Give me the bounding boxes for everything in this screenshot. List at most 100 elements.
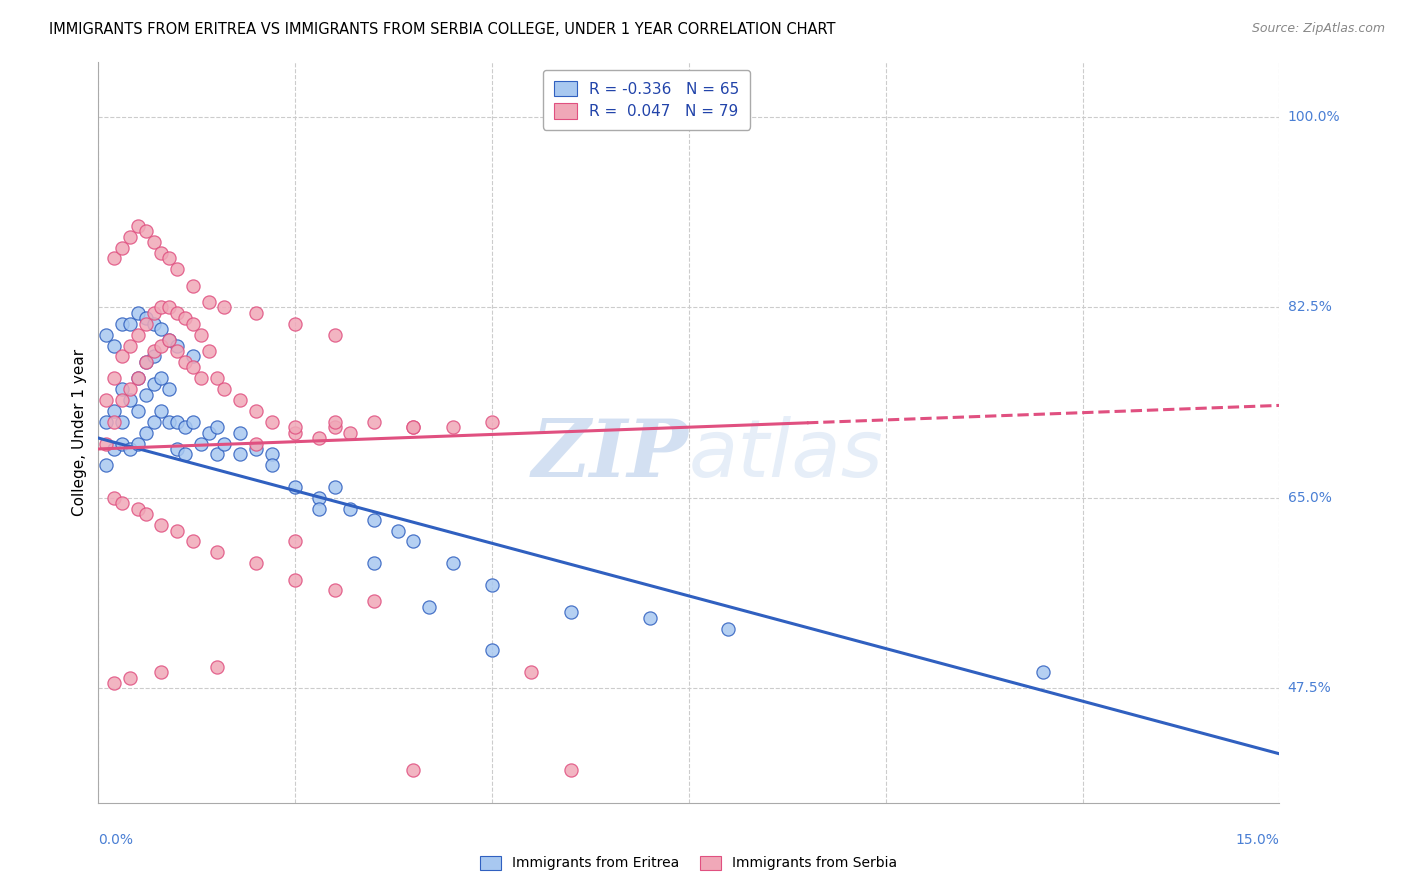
- Point: [111, 317, 134, 331]
- Point: [190, 371, 212, 385]
- Point: [197, 343, 219, 358]
- Point: [260, 415, 283, 429]
- Point: [142, 350, 165, 364]
- Point: [197, 295, 219, 310]
- Point: [157, 333, 180, 347]
- Point: [174, 447, 197, 461]
- Point: [308, 431, 330, 445]
- Point: [150, 665, 173, 680]
- Text: ZIP: ZIP: [531, 416, 689, 493]
- Point: [96, 415, 118, 429]
- Point: [229, 447, 252, 461]
- Y-axis label: College, Under 1 year: College, Under 1 year: [72, 349, 87, 516]
- Point: [245, 404, 267, 418]
- Point: [103, 442, 125, 456]
- Text: 82.5%: 82.5%: [1288, 301, 1331, 314]
- Point: [284, 420, 307, 434]
- Point: [142, 343, 165, 358]
- Point: [111, 350, 134, 364]
- Point: [229, 425, 252, 440]
- Point: [111, 436, 134, 450]
- Point: [135, 508, 157, 522]
- Point: [157, 333, 180, 347]
- Point: [387, 524, 409, 538]
- Text: 47.5%: 47.5%: [1288, 681, 1331, 696]
- Point: [214, 436, 236, 450]
- Text: 15.0%: 15.0%: [1236, 833, 1279, 847]
- Point: [363, 556, 385, 570]
- Point: [142, 317, 165, 331]
- Text: atlas: atlas: [689, 416, 884, 494]
- Point: [245, 436, 267, 450]
- Point: [308, 491, 330, 505]
- Point: [135, 425, 157, 440]
- Point: [157, 415, 180, 429]
- Text: IMMIGRANTS FROM ERITREA VS IMMIGRANTS FROM SERBIA COLLEGE, UNDER 1 YEAR CORRELAT: IMMIGRANTS FROM ERITREA VS IMMIGRANTS FR…: [49, 22, 835, 37]
- Point: [323, 420, 346, 434]
- Point: [150, 404, 173, 418]
- Point: [284, 317, 307, 331]
- Point: [284, 425, 307, 440]
- Point: [127, 371, 149, 385]
- Point: [260, 447, 283, 461]
- Text: 0.0%: 0.0%: [98, 833, 134, 847]
- Point: [135, 311, 157, 326]
- Point: [402, 534, 425, 549]
- Point: [323, 415, 346, 429]
- Point: [166, 442, 188, 456]
- Point: [166, 343, 188, 358]
- Point: [205, 545, 228, 559]
- Point: [166, 338, 188, 352]
- Point: [103, 371, 125, 385]
- Point: [260, 458, 283, 473]
- Point: [229, 392, 252, 407]
- Point: [118, 229, 141, 244]
- Point: [157, 301, 180, 315]
- Point: [205, 447, 228, 461]
- Point: [103, 338, 125, 352]
- Point: [166, 306, 188, 320]
- Point: [150, 338, 173, 352]
- Point: [150, 301, 173, 315]
- Point: [205, 659, 228, 673]
- Point: [323, 583, 346, 598]
- Point: [150, 246, 173, 260]
- Point: [157, 252, 180, 266]
- Point: [111, 496, 134, 510]
- Point: [127, 327, 149, 342]
- Point: [118, 671, 141, 685]
- Point: [481, 578, 503, 592]
- Point: [96, 458, 118, 473]
- Point: [118, 317, 141, 331]
- Point: [135, 355, 157, 369]
- Point: [363, 594, 385, 608]
- Point: [174, 355, 197, 369]
- Point: [402, 420, 425, 434]
- Point: [284, 573, 307, 587]
- Point: [96, 392, 118, 407]
- Point: [111, 415, 134, 429]
- Point: [363, 513, 385, 527]
- Point: [111, 240, 134, 255]
- Point: [197, 425, 219, 440]
- Point: [441, 420, 464, 434]
- Point: [363, 415, 385, 429]
- Point: [181, 317, 204, 331]
- Point: [157, 382, 180, 396]
- Point: [284, 534, 307, 549]
- Point: [402, 420, 425, 434]
- Point: [418, 599, 440, 614]
- Point: [166, 524, 188, 538]
- Point: [127, 371, 149, 385]
- Point: [118, 338, 141, 352]
- Text: Source: ZipAtlas.com: Source: ZipAtlas.com: [1251, 22, 1385, 36]
- Point: [339, 501, 361, 516]
- Point: [111, 392, 134, 407]
- Point: [181, 534, 204, 549]
- Point: [181, 350, 204, 364]
- Point: [103, 404, 125, 418]
- Point: [245, 306, 267, 320]
- Point: [560, 605, 582, 619]
- Point: [560, 763, 582, 777]
- Point: [166, 415, 188, 429]
